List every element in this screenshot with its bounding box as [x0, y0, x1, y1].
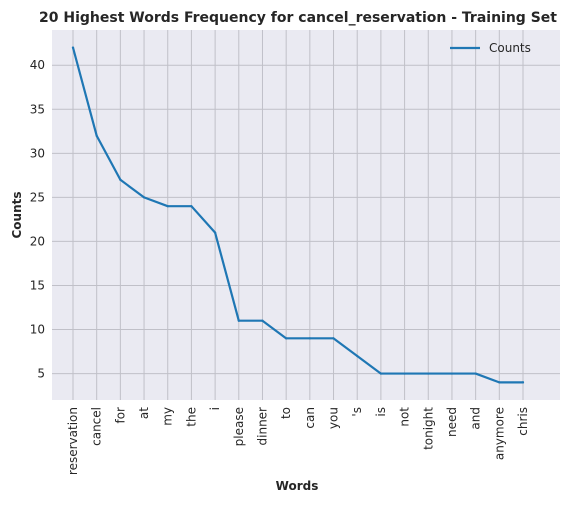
chart-title: 20 Highest Words Frequency for cancel_re… [39, 10, 557, 26]
y-tick-label: 5 [37, 367, 45, 381]
data-point [332, 337, 335, 340]
data-point [403, 372, 406, 375]
x-tick-label: i [208, 407, 222, 410]
x-tick-label: dinner [255, 407, 269, 446]
x-tick-label: and [469, 407, 483, 430]
x-tick-label: is [374, 407, 388, 417]
x-tick-label: not [398, 407, 412, 427]
y-tick-label: 20 [30, 234, 45, 248]
x-tick-label: need [445, 407, 459, 437]
y-tick-label: 40 [30, 58, 45, 72]
x-ticks: reservation cancel for at my the i please dinner… [66, 407, 530, 475]
series-line-counts [71, 46, 525, 384]
data-point [142, 196, 146, 199]
data-point [474, 372, 477, 375]
y-axis-title: Counts [10, 191, 24, 238]
data-point [71, 46, 75, 49]
data-point [166, 205, 169, 208]
data-point [119, 178, 122, 181]
data-point [356, 354, 359, 358]
x-tick-label: tonight [421, 407, 435, 450]
x-tick-label: at [137, 407, 151, 419]
plot-area [52, 30, 560, 400]
data-point [521, 381, 525, 384]
data-point [261, 319, 264, 322]
data-point [95, 134, 98, 137]
y-tick-label: 25 [30, 190, 45, 204]
y-tick-label: 35 [30, 102, 45, 116]
x-tick-label: cancel [90, 407, 104, 446]
data-point [285, 337, 288, 340]
x-tick-label: my [161, 407, 175, 426]
x-tick-label: for [113, 407, 127, 424]
y-tick-label: 30 [30, 146, 45, 160]
legend-label: Counts [489, 41, 531, 55]
data-point [450, 372, 454, 375]
y-tick-label: 10 [30, 323, 45, 337]
x-tick-label: to [279, 407, 293, 419]
x-tick-label: you [327, 407, 341, 429]
x-tick-label: please [232, 407, 246, 446]
data-point [498, 381, 501, 384]
x-tick-label: anymore [492, 407, 506, 460]
data-point [379, 372, 382, 375]
x-axis-title: Words [276, 479, 319, 493]
y-ticks: 5 10 15 20 25 30 35 40 [30, 58, 45, 380]
data-point [308, 337, 311, 340]
data-point [237, 319, 240, 322]
data-point [214, 231, 217, 234]
x-tick-label: 's [350, 407, 364, 417]
x-tick-label: reservation [66, 407, 80, 475]
legend: Counts [450, 41, 531, 55]
data-point [190, 205, 193, 208]
data-point [427, 372, 430, 375]
x-tick-label: can [303, 407, 317, 429]
grid-layer [52, 30, 560, 400]
x-tick-label: chris [516, 407, 530, 436]
y-tick-label: 15 [30, 278, 45, 292]
x-tick-label: the [184, 407, 198, 427]
